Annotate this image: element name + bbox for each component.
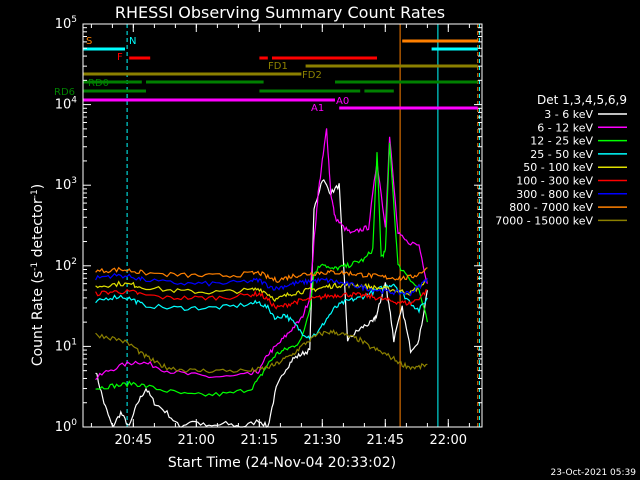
plot-area [126,24,480,427]
series-layer [95,128,428,428]
mode-label: S [86,36,92,47]
x-axis-label: Start Time (24-Nov-04 20:33:02) [168,455,396,471]
y-tick-label: 103 [55,176,77,193]
legend-entry-label: 7000 - 15000 keV [495,214,593,227]
y-tick-base: 10 [55,339,72,354]
y-axis-label-part: detector [30,198,46,262]
legend-entry-label: 300 - 800 keV [516,188,593,201]
y-tick-base: 10 [55,420,72,435]
legend-entry-label: 25 - 50 keV [530,148,593,161]
y-tick-exponent: 4 [71,96,77,106]
y-tick-base: 10 [55,259,72,274]
mode-label: N [129,36,136,47]
x-tick-label: 21:00 [178,433,215,448]
y-tick-label: 101 [55,337,77,354]
y-tick-base: 10 [55,178,72,193]
series-line [95,288,428,310]
y-tick-exponent: 3 [71,176,77,186]
y-tick-base: 10 [55,17,72,32]
y-axis-label-part: ) [30,184,46,189]
legend-entry-label: 12 - 25 keV [530,135,593,148]
x-tick-label: 21:15 [241,433,278,448]
mode-label: FD2 [302,70,322,81]
x-tick-label: 21:45 [367,433,404,448]
series-line [95,272,428,297]
x-tick-label: 20:45 [115,433,152,448]
series-line [95,142,428,397]
x-tick-label: 21:30 [304,433,341,448]
y-tick-label: 102 [55,257,77,274]
mode-label: FD1 [268,61,288,72]
chart-title: RHESSI Observing Summary Count Rates [115,3,445,22]
mode-label: RD0 [88,78,109,89]
legend-entry-label: 50 - 100 keV [523,161,593,174]
legend-entry-label: 800 - 7000 keV [509,201,593,214]
y-axis-label-part: Count Rate (s [30,271,46,366]
legend-entry-label: 3 - 6 keV [544,108,593,121]
y-tick-exponent: 0 [71,418,77,428]
mode-label: RD6 [54,87,75,98]
y-tick-label: 100 [55,418,78,435]
series-line [95,329,428,374]
mode-label: F [117,52,123,63]
legend-entry-label: 100 - 300 keV [516,175,593,188]
y-tick-label: 105 [55,15,77,32]
y-tick-exponent: 5 [71,15,77,25]
x-tick-label: 22:00 [430,433,467,448]
y-tick-exponent: 2 [71,257,77,267]
legend-entry-label: 6 - 12 keV [537,121,593,134]
y-tick-base: 10 [55,98,72,113]
y-axis-label-exponent: -1 [30,189,40,198]
series-line [95,266,428,283]
mode-label: A1 [311,103,324,114]
y-tick-label: 104 [55,96,78,113]
mode-annotation-bars: S NF FD1 FD2 RD0 RD6 A0 A1 [54,36,478,114]
axes-frame [82,23,483,428]
series-line [95,280,428,302]
mode-label: A0 [336,96,349,107]
footer-timestamp: 23-Oct-2021 05:39 [551,468,637,478]
y-axis-label: Count Rate (s-1 detector-1) [30,184,46,366]
legend-title: Det 1,3,4,5,6,9 [537,93,627,107]
y-axis-label-exponent: -1 [30,262,40,271]
y-tick-exponent: 1 [71,337,77,347]
